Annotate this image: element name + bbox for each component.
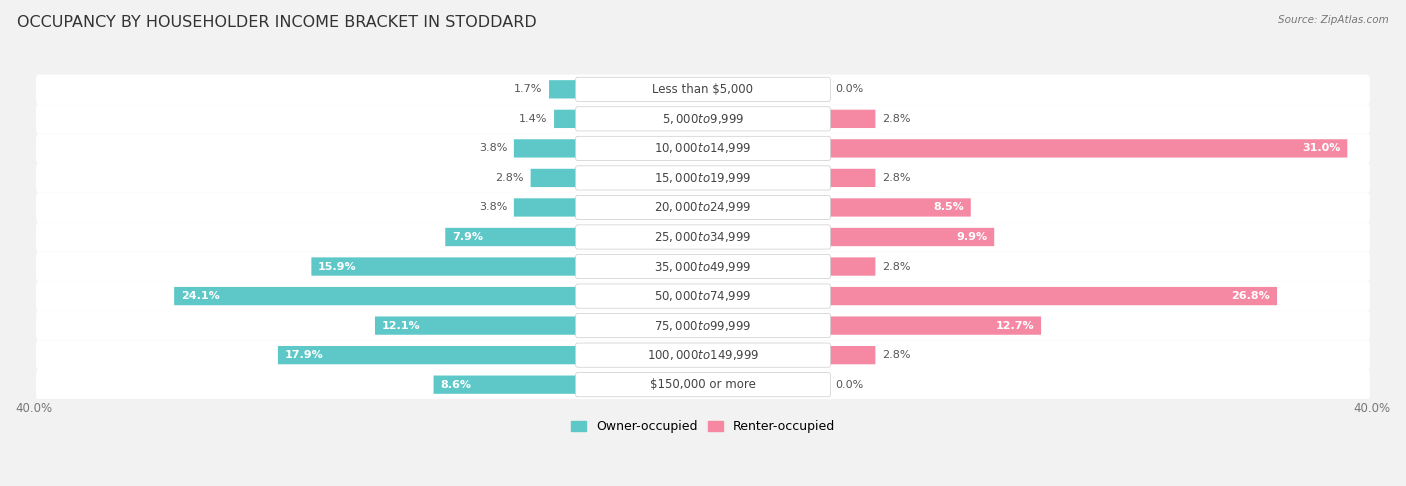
FancyBboxPatch shape [575,136,831,160]
FancyBboxPatch shape [828,198,970,217]
FancyBboxPatch shape [575,77,831,102]
Text: 0.0%: 0.0% [835,85,863,94]
Text: 12.7%: 12.7% [995,321,1035,330]
Text: 26.8%: 26.8% [1232,291,1271,301]
FancyBboxPatch shape [446,228,578,246]
FancyBboxPatch shape [575,343,831,367]
Text: 12.1%: 12.1% [381,321,420,330]
Text: $150,000 or more: $150,000 or more [650,378,756,391]
FancyBboxPatch shape [311,258,578,276]
FancyBboxPatch shape [37,104,1369,134]
Text: 7.9%: 7.9% [451,232,482,242]
Text: 9.9%: 9.9% [956,232,987,242]
FancyBboxPatch shape [575,166,831,190]
FancyBboxPatch shape [828,110,876,128]
FancyBboxPatch shape [37,252,1369,281]
Text: 2.8%: 2.8% [882,173,911,183]
FancyBboxPatch shape [37,74,1369,104]
FancyBboxPatch shape [37,192,1369,222]
Text: 2.8%: 2.8% [882,261,911,272]
Text: 1.7%: 1.7% [515,85,543,94]
Text: 15.9%: 15.9% [318,261,357,272]
Text: $100,000 to $149,999: $100,000 to $149,999 [647,348,759,362]
Text: Source: ZipAtlas.com: Source: ZipAtlas.com [1278,15,1389,25]
FancyBboxPatch shape [575,225,831,249]
FancyBboxPatch shape [37,340,1369,370]
FancyBboxPatch shape [828,316,1040,335]
FancyBboxPatch shape [548,80,578,99]
Text: 8.6%: 8.6% [440,380,471,390]
Text: 2.8%: 2.8% [495,173,524,183]
Text: OCCUPANCY BY HOUSEHOLDER INCOME BRACKET IN STODDARD: OCCUPANCY BY HOUSEHOLDER INCOME BRACKET … [17,15,537,30]
FancyBboxPatch shape [575,373,831,397]
FancyBboxPatch shape [575,255,831,278]
Text: $50,000 to $74,999: $50,000 to $74,999 [654,289,752,303]
FancyBboxPatch shape [828,139,1347,157]
Text: $10,000 to $14,999: $10,000 to $14,999 [654,141,752,156]
Text: 3.8%: 3.8% [479,203,508,212]
Text: 0.0%: 0.0% [835,380,863,390]
Text: $75,000 to $99,999: $75,000 to $99,999 [654,319,752,332]
FancyBboxPatch shape [37,134,1369,163]
FancyBboxPatch shape [575,195,831,220]
FancyBboxPatch shape [554,110,578,128]
FancyBboxPatch shape [433,376,578,394]
FancyBboxPatch shape [513,198,578,217]
FancyBboxPatch shape [278,346,578,364]
FancyBboxPatch shape [530,169,578,187]
FancyBboxPatch shape [828,346,876,364]
FancyBboxPatch shape [37,163,1369,192]
Text: 3.8%: 3.8% [479,143,508,154]
FancyBboxPatch shape [575,107,831,131]
FancyBboxPatch shape [37,311,1369,340]
Legend: Owner-occupied, Renter-occupied: Owner-occupied, Renter-occupied [567,415,839,438]
FancyBboxPatch shape [37,281,1369,311]
FancyBboxPatch shape [575,313,831,338]
FancyBboxPatch shape [37,370,1369,399]
Text: $25,000 to $34,999: $25,000 to $34,999 [654,230,752,244]
Text: $35,000 to $49,999: $35,000 to $49,999 [654,260,752,274]
Text: $5,000 to $9,999: $5,000 to $9,999 [662,112,744,126]
Text: 2.8%: 2.8% [882,114,911,124]
FancyBboxPatch shape [828,228,994,246]
FancyBboxPatch shape [513,139,578,157]
FancyBboxPatch shape [174,287,578,305]
Text: 8.5%: 8.5% [934,203,965,212]
FancyBboxPatch shape [37,222,1369,252]
FancyBboxPatch shape [828,169,876,187]
Text: $20,000 to $24,999: $20,000 to $24,999 [654,200,752,214]
Text: $15,000 to $19,999: $15,000 to $19,999 [654,171,752,185]
FancyBboxPatch shape [575,284,831,308]
Text: 1.4%: 1.4% [519,114,547,124]
FancyBboxPatch shape [828,258,876,276]
Text: 31.0%: 31.0% [1302,143,1341,154]
FancyBboxPatch shape [375,316,578,335]
Text: 2.8%: 2.8% [882,350,911,360]
Text: Less than $5,000: Less than $5,000 [652,83,754,96]
FancyBboxPatch shape [828,287,1277,305]
Text: 17.9%: 17.9% [284,350,323,360]
Text: 24.1%: 24.1% [181,291,219,301]
